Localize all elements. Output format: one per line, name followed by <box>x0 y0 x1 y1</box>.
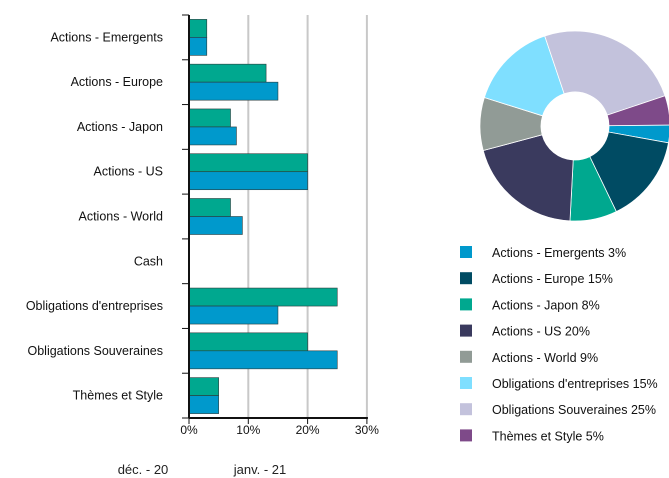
category-label: Obligations d'entreprises <box>26 299 163 313</box>
category-label: Actions - World <box>78 210 163 224</box>
bar-janv21-4 <box>188 216 243 235</box>
legend-swatch <box>460 429 472 442</box>
bar-janv21-8 <box>188 395 219 414</box>
legend-label: Actions - US 20% <box>492 325 590 339</box>
bar-janv21-7 <box>188 350 338 370</box>
x-tick-label: 20% <box>296 423 320 437</box>
category-label: Actions - US <box>94 165 163 179</box>
donut-legend: Actions - Emergents 3% Actions - Europe 1… <box>460 246 658 443</box>
bar-janv21-6 <box>188 305 279 325</box>
legend-swatch <box>460 377 472 389</box>
legend-label: Obligations d'entreprises 15% <box>492 377 658 391</box>
bar-dec20-2 <box>188 108 231 128</box>
series-label: déc. - 20 <box>118 462 169 477</box>
x-tick-label: 0% <box>180 423 198 437</box>
legend-swatch <box>460 350 472 363</box>
bar-janv21-2 <box>188 126 237 146</box>
legend-label: Actions - Europe 15% <box>492 272 613 286</box>
category-label: Thèmes et Style <box>73 389 163 403</box>
bar-legend: déc. - 20 janv. - 21 <box>118 462 287 477</box>
bar-dec20-7 <box>188 332 308 352</box>
legend-swatch <box>460 403 472 416</box>
category-labels: Actions - Emergents Actions - Europe Actio… <box>26 30 163 402</box>
bar-dec20-0 <box>188 19 208 38</box>
bar-dec20-3 <box>188 153 308 173</box>
legend-label: Thèmes et Style 5% <box>492 429 604 443</box>
bar-axes <box>182 14 368 424</box>
legend-swatch <box>460 272 472 285</box>
bar-chart: Actions - Emergents Actions - Europe Actio… <box>26 14 379 477</box>
bar-janv21-0 <box>188 37 208 56</box>
bar-bars <box>188 19 338 414</box>
legend-label: Actions - World 9% <box>492 351 598 365</box>
donut-slice-7 <box>606 95 669 127</box>
legend-swatch <box>460 324 472 337</box>
donut-slice-3 <box>482 134 574 222</box>
donut-slice-1 <box>589 131 669 213</box>
donut-chart: Actions - Emergents 3% Actions - Europe 1… <box>460 30 669 443</box>
bar-dec20-6 <box>188 287 338 307</box>
category-label: Actions - Japon <box>77 120 163 134</box>
donut-slice-5 <box>483 35 565 117</box>
bar-dec20-4 <box>188 198 231 217</box>
legend-label: Obligations Souveraines 25% <box>492 403 656 417</box>
bar-janv21-3 <box>188 171 308 191</box>
legend-label: Actions - Japon 8% <box>492 298 600 312</box>
category-label: Actions - Emergents <box>50 30 163 44</box>
legend-label: Actions - Emergents 3% <box>492 246 626 260</box>
legend-swatch <box>460 298 472 311</box>
bar-dec20-1 <box>188 63 267 83</box>
x-tick-label: 10% <box>236 423 260 437</box>
bar-janv21-1 <box>188 81 279 101</box>
category-label: Actions - Europe <box>71 75 163 89</box>
category-label: Cash <box>134 254 163 268</box>
x-tick-labels: 0% 10% 20% 30% <box>180 423 379 437</box>
legend-swatch <box>460 246 472 258</box>
donut-slice-6 <box>544 30 666 116</box>
donut-slices <box>479 30 669 222</box>
series-label: janv. - 21 <box>233 462 287 477</box>
x-tick-label: 30% <box>355 423 379 437</box>
bar-dec20-8 <box>188 377 219 396</box>
category-label: Obligations Souveraines <box>28 344 164 358</box>
